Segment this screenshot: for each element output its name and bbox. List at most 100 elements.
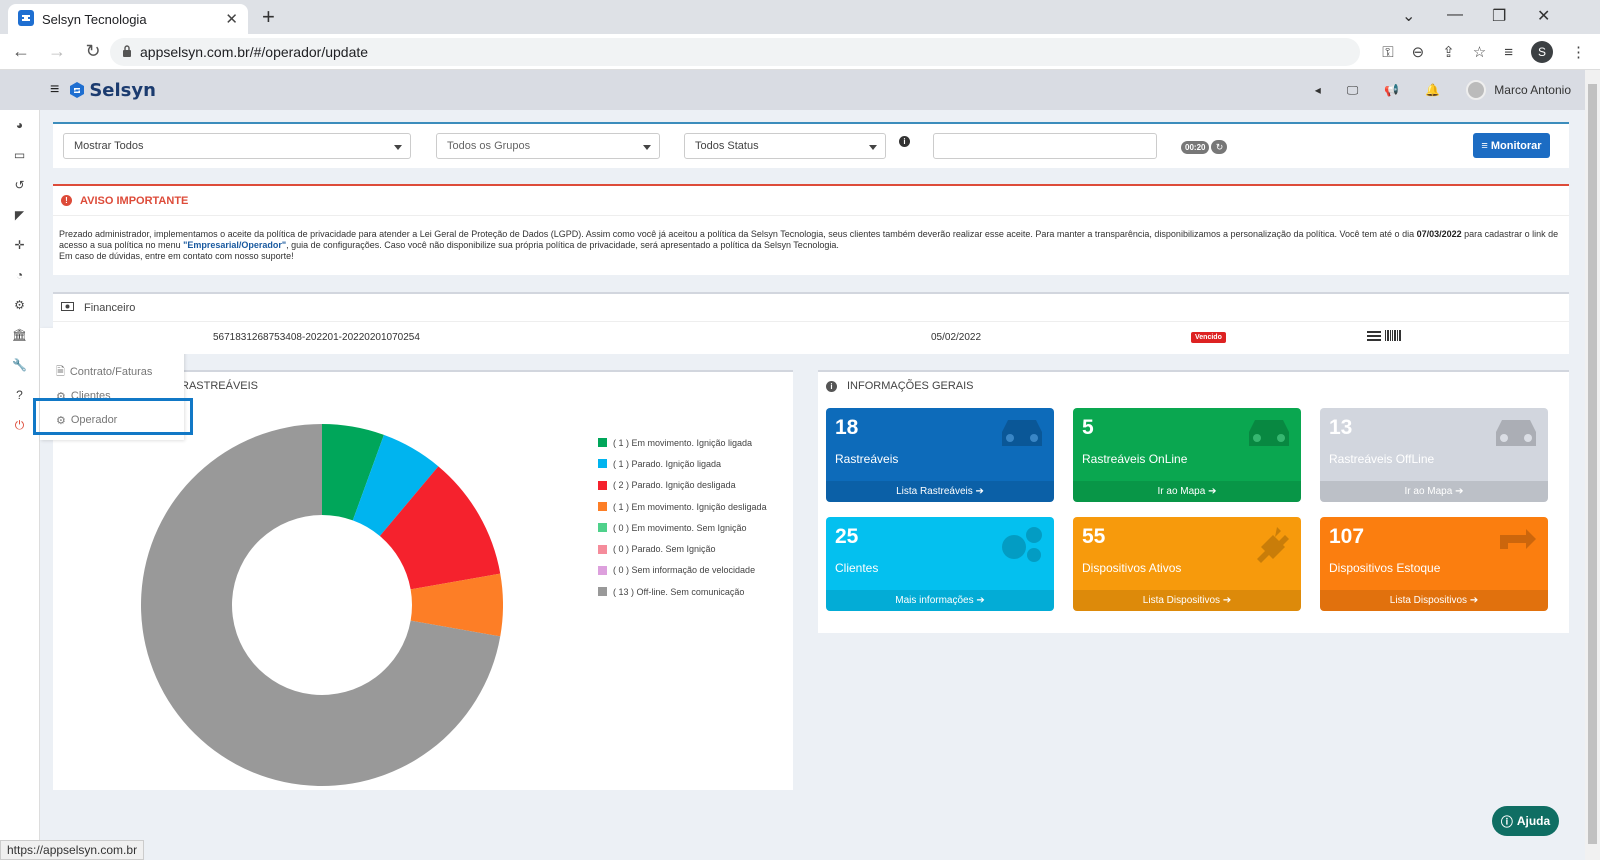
donut-slice[interactable] bbox=[379, 466, 501, 590]
stat-footer-link[interactable]: Ir ao Mapa ➔ bbox=[1320, 481, 1548, 502]
submenu-item-operador[interactable]: ⚙ Operador bbox=[40, 408, 184, 432]
donut-slice[interactable] bbox=[410, 573, 503, 637]
scrollbar[interactable] bbox=[1585, 70, 1600, 860]
key-icon[interactable]: ⚿ bbox=[1382, 43, 1394, 61]
reload-icon[interactable]: ↻ bbox=[85, 41, 101, 61]
legend-item[interactable]: ( 1 ) Parado. Ignição ligada bbox=[598, 453, 767, 474]
legend-swatch bbox=[598, 438, 607, 448]
stat-footer-link[interactable]: Lista Rastreáveis ➔ bbox=[826, 481, 1054, 502]
important-notice: ! AVISO IMPORTANTE Prezado administrador,… bbox=[53, 184, 1569, 275]
arrow-circle-right-icon: ➔ bbox=[975, 486, 984, 497]
submenu-item-contrato[interactable]: 🗎 Contrato/Faturas bbox=[40, 360, 184, 384]
barcode-icon[interactable] bbox=[1385, 330, 1401, 344]
invoice-list-icon[interactable] bbox=[1367, 330, 1381, 344]
bullhorn-icon[interactable]: 📢 bbox=[1384, 83, 1400, 97]
close-tab-icon[interactable]: ✕ bbox=[225, 11, 238, 28]
dashboard-icon[interactable]: ◕ bbox=[15, 118, 24, 132]
search-input[interactable] bbox=[933, 133, 1157, 159]
back-icon[interactable]: ← bbox=[12, 41, 30, 61]
info-icon[interactable]: i bbox=[899, 136, 910, 147]
notice-menu-link[interactable]: "Empresarial/Operador" bbox=[183, 240, 287, 250]
arrow-circle-right-icon: ➔ bbox=[976, 595, 985, 606]
tab-search-icon[interactable]: ⌄ bbox=[1402, 8, 1416, 25]
power-icon[interactable]: ⏻ bbox=[14, 417, 25, 432]
refresh-icon[interactable]: ↻ bbox=[1211, 140, 1228, 154]
new-tab-button[interactable]: + bbox=[262, 4, 275, 29]
cogs-icon[interactable]: ⚙ bbox=[14, 298, 25, 312]
operador-highlight bbox=[33, 398, 193, 435]
show-filter-select[interactable]: Mostrar Todos bbox=[63, 133, 411, 159]
arrow-circle-right-icon: ➔ bbox=[1469, 595, 1479, 606]
hamburger-menu-icon[interactable]: ≡ bbox=[50, 81, 60, 98]
status-filter-select[interactable]: Todos Status bbox=[684, 133, 886, 159]
wrench-icon[interactable]: 🔧 bbox=[12, 358, 27, 372]
plug-icon bbox=[1251, 525, 1291, 568]
stat-footer-link[interactable]: Lista Dispositivos ➔ bbox=[1073, 590, 1301, 611]
donut-slice[interactable] bbox=[141, 424, 501, 786]
brand-logo[interactable]: Selsyn bbox=[69, 80, 156, 101]
stat-tile[interactable]: 5 Rastreáveis OnLine Ir ao Mapa ➔ bbox=[1073, 408, 1301, 502]
stat-tile[interactable]: 25 Clientes Mais informações ➔ bbox=[826, 517, 1054, 611]
refresh-timer[interactable]: 00:20 ↻ bbox=[1181, 140, 1228, 154]
stat-footer-link[interactable]: Mais informações ➔ bbox=[826, 590, 1054, 611]
monitor-icon[interactable]: 🖵 bbox=[1346, 82, 1359, 97]
legend-item[interactable]: ( 13 ) Off-line. Sem comunicação bbox=[598, 581, 767, 602]
map-icon[interactable]: ▭ bbox=[13, 148, 26, 162]
legend-item[interactable]: ( 0 ) Sem informação de velocidade bbox=[598, 560, 767, 581]
money-icon bbox=[61, 301, 74, 314]
notice-text: , guia de configurações. Caso você não d… bbox=[286, 240, 839, 250]
bell-icon[interactable]: 🔔 bbox=[1425, 83, 1441, 97]
arrow-circle-right-icon: ➔ bbox=[1455, 486, 1464, 497]
address-bar[interactable]: appselsyn.com.br/#/operador/update bbox=[110, 38, 1360, 66]
bookmark-star-icon[interactable]: ☆ bbox=[1472, 44, 1487, 61]
user-avatar bbox=[1466, 80, 1487, 100]
legend-item[interactable]: ( 2 ) Parado. Ignição desligada bbox=[598, 475, 767, 496]
bank-icon[interactable]: 🏛 bbox=[11, 328, 28, 342]
forward-icon[interactable]: → bbox=[48, 41, 66, 61]
notice-body: Prezado administrador, implementamos o a… bbox=[53, 216, 1569, 262]
legend-item[interactable]: ( 1 ) Em movimento. Ignição desligada bbox=[598, 496, 767, 517]
caret-left-icon[interactable]: ◂ bbox=[1314, 83, 1321, 97]
invoice-due-date: 05/02/2022 bbox=[931, 332, 982, 343]
restore-icon[interactable]: ❐ bbox=[1492, 8, 1507, 25]
history-icon[interactable]: ↺ bbox=[14, 178, 25, 192]
footer-label: Lista Dispositivos bbox=[1389, 595, 1468, 606]
minimize-icon[interactable]: — bbox=[1447, 6, 1463, 23]
share-icon[interactable]: ⇪ bbox=[1442, 44, 1455, 61]
help-button[interactable]: ⓘ Ajuda bbox=[1492, 806, 1559, 836]
file-icon: 🗎 bbox=[56, 365, 65, 378]
donut-slice[interactable] bbox=[352, 434, 439, 537]
monitorar-button[interactable]: ≡ Monitorar bbox=[1473, 133, 1550, 158]
stat-tile[interactable]: 13 Rastreáveis OffLine Ir ao Mapa ➔ bbox=[1320, 408, 1548, 502]
pie-chart-icon[interactable]: ◔ bbox=[15, 268, 24, 282]
crosshair-icon[interactable]: ✛ bbox=[14, 238, 25, 252]
stat-tile[interactable]: 107 Dispositivos Estoque Lista Dispositivo… bbox=[1320, 517, 1548, 611]
zoom-icon[interactable]: ⊖ bbox=[1411, 44, 1425, 61]
legend-item[interactable]: ( 0 ) Parado. Sem Ignição bbox=[598, 538, 767, 559]
scrollbar-thumb[interactable] bbox=[1588, 84, 1597, 844]
donut-slice[interactable] bbox=[322, 424, 384, 521]
car-icon bbox=[1247, 416, 1291, 453]
stat-footer-link[interactable]: Lista Dispositivos ➔ bbox=[1320, 590, 1548, 611]
reading-list-icon[interactable]: ≡ bbox=[1504, 43, 1513, 61]
help-icon[interactable]: ? bbox=[16, 388, 23, 402]
list-icon: ≡ bbox=[1481, 139, 1488, 152]
legend-item[interactable]: ( 1 ) Em movimento. Ignição ligada bbox=[598, 432, 767, 453]
groups-filter-select[interactable]: Todos os Grupos bbox=[436, 133, 660, 159]
stat-tile[interactable]: 18 Rastreáveis Lista Rastreáveis ➔ bbox=[826, 408, 1054, 502]
stat-value: 5 bbox=[1082, 416, 1094, 439]
stat-tile[interactable]: 55 Dispositivos Ativos Lista Dispositivos … bbox=[1073, 517, 1301, 611]
legend-label: ( 1 ) Em movimento. Ignição ligada bbox=[613, 437, 753, 448]
stat-footer-link[interactable]: Ir ao Mapa ➔ bbox=[1073, 481, 1301, 502]
stat-label: Dispositivos Ativos bbox=[1082, 561, 1182, 575]
legend-item[interactable]: ( 0 ) Em movimento. Sem Ignição bbox=[598, 517, 767, 538]
browser-tab[interactable]: Selsyn Tecnologia ✕ bbox=[8, 4, 248, 34]
bullhorn-menu-icon[interactable]: ◤ bbox=[14, 208, 25, 222]
profile-avatar[interactable]: S bbox=[1531, 41, 1553, 63]
status-bar-url: https://appselsyn.com.br bbox=[0, 840, 145, 860]
stat-value: 107 bbox=[1329, 525, 1365, 548]
footer-label: Lista Dispositivos bbox=[1142, 595, 1221, 606]
user-menu[interactable]: Marco Antonio bbox=[1466, 80, 1571, 100]
browser-menu-icon[interactable]: ⋮ bbox=[1571, 44, 1586, 61]
window-close-icon[interactable]: ✕ bbox=[1537, 8, 1551, 25]
